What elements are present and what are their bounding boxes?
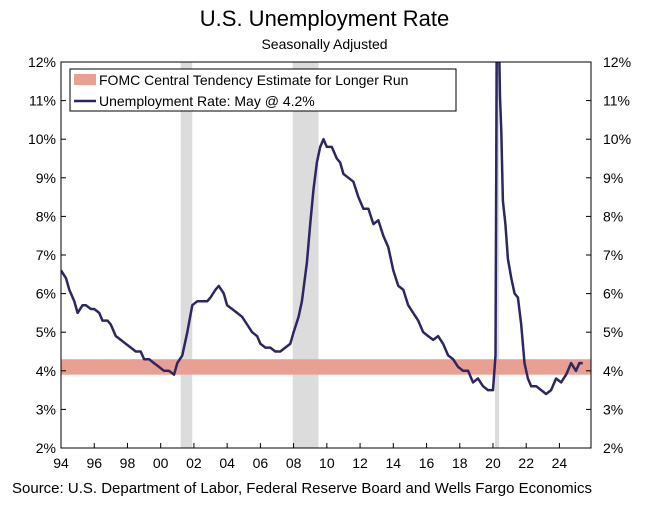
y-tick-label-right-4: 6% bbox=[603, 286, 623, 302]
y-tick-label-left-7: 9% bbox=[36, 170, 56, 186]
y-tick-label-left-2: 4% bbox=[36, 363, 56, 379]
legend: FOMC Central Tendency Estimate for Longe… bbox=[69, 68, 457, 112]
y-tick-label-left-9: 11% bbox=[29, 93, 56, 109]
y-tick-label-right-1: 3% bbox=[603, 401, 623, 417]
y-tick-label-left-4: 6% bbox=[36, 286, 56, 302]
y-tick-label-left-1: 3% bbox=[36, 401, 56, 417]
legend-band-label: FOMC Central Tendency Estimate for Longe… bbox=[99, 72, 408, 88]
x-axis-ticks: 94 96 98 00 02 04 06 08 10 12 14 16 18 20 22 24 bbox=[53, 443, 567, 471]
x-tick-label-5: 04 bbox=[219, 455, 235, 471]
x-tick-label-1: 96 bbox=[86, 455, 102, 471]
y-tick-label-right-3: 5% bbox=[603, 324, 623, 340]
legend-band-swatch bbox=[74, 74, 96, 85]
y-tick-label-right-7: 9% bbox=[603, 170, 623, 186]
y-axis-ticks: 2% 2% 3% 3% 4% 4% 5% 5% 6% 6% 7% 7% 8% 8% 9% 9% 10% 10% 11… bbox=[28, 54, 631, 456]
chart-subtitle: Seasonally Adjusted bbox=[261, 36, 388, 52]
legend-box bbox=[69, 68, 457, 112]
legend-line-label: Unemployment Rate: May @ 4.2% bbox=[99, 93, 315, 109]
y-tick-label-right-9: 11% bbox=[603, 93, 630, 109]
x-tick-label-13: 20 bbox=[485, 455, 501, 471]
chart-title: U.S. Unemployment Rate bbox=[199, 6, 450, 31]
x-tick-label-0: 94 bbox=[53, 455, 69, 471]
x-tick-label-4: 02 bbox=[186, 455, 202, 471]
y-tick-label-right-8: 10% bbox=[603, 131, 631, 147]
series-line-layer bbox=[61, 62, 583, 396]
x-tick-label-8: 10 bbox=[319, 455, 335, 471]
recession-bar-0 bbox=[180, 62, 193, 448]
fomc-band bbox=[61, 359, 591, 375]
y-tick-label-left-6: 8% bbox=[36, 208, 56, 224]
x-tick-label-10: 14 bbox=[385, 455, 401, 471]
x-tick-label-6: 06 bbox=[253, 455, 269, 471]
recession-bar-1 bbox=[292, 62, 319, 448]
source-note: Source: U.S. Department of Labor, Federa… bbox=[12, 480, 592, 497]
y-tick-label-right-10: 12% bbox=[603, 54, 631, 70]
x-tick-label-14: 22 bbox=[518, 455, 534, 471]
plot-frame bbox=[60, 61, 592, 449]
y-tick-label-left-3: 5% bbox=[36, 324, 56, 340]
series-line-0 bbox=[61, 62, 583, 396]
x-tick-label-9: 12 bbox=[352, 455, 368, 471]
y-tick-label-left-0: 2% bbox=[36, 440, 56, 456]
y-tick-label-right-5: 7% bbox=[603, 247, 623, 263]
x-tick-label-15: 24 bbox=[552, 455, 568, 471]
fomc-band-layer bbox=[61, 359, 591, 375]
x-tick-label-7: 08 bbox=[286, 455, 302, 471]
x-tick-label-3: 00 bbox=[153, 455, 169, 471]
x-tick-label-2: 98 bbox=[120, 455, 136, 471]
y-tick-label-right-0: 2% bbox=[603, 440, 623, 456]
recession-shading bbox=[180, 62, 500, 448]
y-tick-label-right-2: 4% bbox=[603, 363, 623, 379]
y-tick-label-right-6: 8% bbox=[603, 208, 623, 224]
y-tick-label-left-10: 12% bbox=[28, 54, 56, 70]
x-tick-label-11: 16 bbox=[419, 455, 435, 471]
x-tick-label-12: 18 bbox=[452, 455, 468, 471]
y-tick-label-left-5: 7% bbox=[36, 247, 56, 263]
y-tick-label-left-8: 10% bbox=[28, 131, 56, 147]
